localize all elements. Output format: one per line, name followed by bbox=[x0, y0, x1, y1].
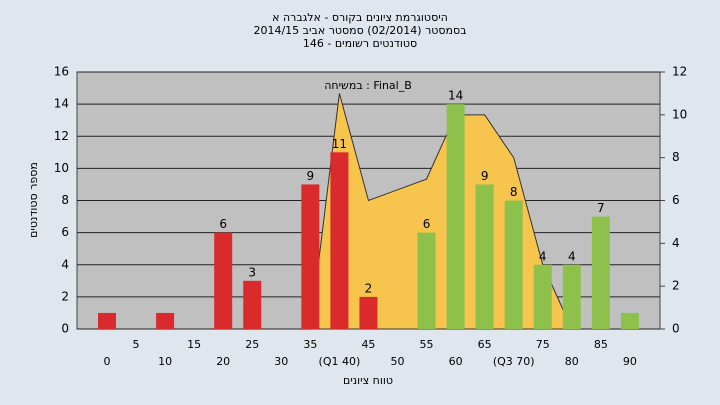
x-tick-label: 0 bbox=[104, 355, 111, 368]
x-tick-label: 25 bbox=[245, 338, 259, 351]
bar-label: 6 bbox=[423, 217, 431, 231]
x-tick-label: 55 bbox=[420, 338, 434, 351]
chart-subtitle: סטודנטים רשומים - 146 bbox=[303, 37, 417, 50]
x-tick-label: 5 bbox=[133, 338, 140, 351]
y2-tick-label: 10 bbox=[672, 107, 687, 121]
bar bbox=[533, 264, 552, 329]
bar bbox=[417, 232, 436, 329]
bar-label: 11 bbox=[332, 137, 347, 151]
x-tick-label: (Q1 40) bbox=[319, 355, 361, 368]
y-tick-label: 6 bbox=[61, 225, 69, 239]
chart-title: היסטוגרמת ציונים בקורס - אלגברה א bbox=[272, 11, 448, 24]
x-tick-label: 80 bbox=[565, 355, 579, 368]
y-tick-label: 0 bbox=[61, 322, 69, 336]
y-tick-label: 14 bbox=[54, 97, 69, 111]
y-tick-label: 10 bbox=[54, 161, 69, 175]
bar-label: 4 bbox=[568, 249, 576, 263]
y-tick-label: 16 bbox=[54, 65, 69, 79]
bar bbox=[591, 216, 610, 329]
bar bbox=[330, 152, 349, 329]
bar-label: 9 bbox=[307, 169, 315, 183]
y2-tick-label: 4 bbox=[672, 236, 680, 250]
bar-label: 6 bbox=[219, 217, 227, 231]
x-tick-label: 10 bbox=[158, 355, 172, 368]
x-tick-label: 20 bbox=[216, 355, 230, 368]
x-tick-label: 50 bbox=[391, 355, 405, 368]
plot-layer: 0 2 4 6 8 10 12 14 16 0 2 4 6 8 10 12 Final_B : במשיחה 0 5… bbox=[54, 65, 688, 369]
bar bbox=[243, 280, 262, 329]
y2-tick-label: 2 bbox=[672, 279, 680, 293]
bar bbox=[446, 104, 465, 329]
bar bbox=[504, 200, 523, 329]
bar bbox=[214, 232, 233, 329]
bar-label: 4 bbox=[539, 249, 547, 263]
y-tick-label: 12 bbox=[54, 129, 69, 143]
bar bbox=[301, 184, 320, 329]
x-tick-label: 75 bbox=[536, 338, 550, 351]
bar-label: 14 bbox=[448, 89, 463, 103]
bar-label: 7 bbox=[597, 201, 605, 215]
x-tick-label: 35 bbox=[303, 338, 317, 351]
bar bbox=[98, 312, 116, 329]
chart-subtitle: בסמסטר (02/2014) סמסטר אביב 2014/15 bbox=[253, 24, 466, 37]
x-tick-label: 15 bbox=[187, 338, 201, 351]
y-tick-label: 4 bbox=[61, 257, 69, 271]
y-axis-label: מספר סטודנטים bbox=[27, 162, 40, 238]
bar-label: 2 bbox=[365, 281, 373, 295]
y2-tick-label: 0 bbox=[672, 322, 680, 336]
bar-label: 9 bbox=[481, 169, 489, 183]
bar bbox=[359, 296, 378, 329]
y2-tick-label: 6 bbox=[672, 193, 680, 207]
x-tick-label: 65 bbox=[478, 338, 492, 351]
x-tick-label: 60 bbox=[449, 355, 463, 368]
bar bbox=[620, 312, 639, 329]
bar bbox=[475, 184, 494, 329]
bar bbox=[156, 312, 175, 329]
x-tick-label: (Q3 70) bbox=[493, 355, 535, 368]
y-tick-label: 8 bbox=[61, 193, 69, 207]
x-tick-label: 30 bbox=[274, 355, 288, 368]
x-axis-label: טווח ציונים bbox=[343, 374, 393, 387]
y-tick-label: 2 bbox=[61, 289, 69, 303]
y2-tick-label: 12 bbox=[672, 65, 687, 79]
bar-label: 3 bbox=[248, 265, 256, 279]
bar-label: 8 bbox=[510, 185, 518, 199]
x-tick-label: 45 bbox=[361, 338, 375, 351]
x-tick-label: 90 bbox=[623, 355, 637, 368]
legend-label: Final_B : במשיחה bbox=[324, 79, 412, 92]
x-tick-label: 85 bbox=[594, 338, 608, 351]
y2-tick-label: 8 bbox=[672, 150, 680, 164]
bar bbox=[562, 264, 581, 329]
